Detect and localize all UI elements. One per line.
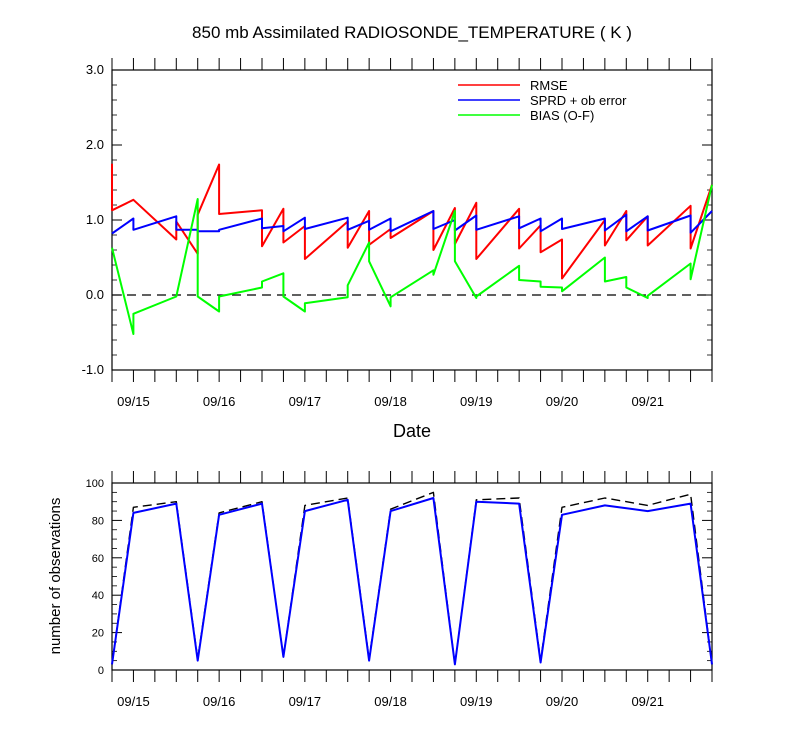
y-tick-label: 40 — [92, 590, 104, 602]
series-line-bias-o-f — [111, 184, 713, 335]
top-plot-area: -1.0 0.0 1.0 2.0 3.0 09/15 09/16 09/17 09/18 09/1… — [82, 58, 713, 409]
x-tick-label: 09/15 — [117, 394, 150, 409]
y-tick-label: -1.0 — [82, 362, 104, 377]
y-axis-label-bottom: number of observations — [47, 498, 64, 655]
x-tick-label: 09/19 — [460, 694, 493, 709]
y-tick-label: 20 — [92, 628, 104, 640]
series-line-sprd-ob-error — [111, 210, 713, 235]
series-line-assimilated-observations — [111, 497, 713, 666]
legend-label: BIAS (O-F) — [530, 108, 594, 123]
x-tick-label: 09/15 — [117, 694, 150, 709]
x-tick-label: 09/18 — [374, 694, 407, 709]
x-tick-label: 09/20 — [546, 394, 579, 409]
bottom-panel: 0 20 40 60 80 100 09/15 09/16 09/17 09/18 09/19 09/… — [47, 471, 713, 709]
x-tick-label: 09/17 — [289, 694, 322, 709]
x-tick-label: 09/16 — [203, 394, 236, 409]
series-line-possible-observations — [111, 491, 713, 666]
plot-frame — [111, 482, 713, 671]
series-line-rmse — [111, 163, 713, 280]
x-axis-label: Date — [393, 421, 431, 441]
x-tick-label: 09/16 — [203, 694, 236, 709]
plot-frame — [111, 69, 713, 371]
y-tick-label: 0 — [98, 665, 104, 677]
x-tick-label: 09/20 — [546, 694, 579, 709]
y-tick-label: 60 — [92, 553, 104, 565]
x-tick-label: 09/21 — [631, 694, 664, 709]
y-tick-label: 1.0 — [86, 212, 104, 227]
x-tick-label: 09/19 — [460, 394, 493, 409]
x-tick-label: 09/18 — [374, 394, 407, 409]
legend-label: SPRD + ob error — [530, 93, 627, 108]
top-panel: 850 mb Assimilated RADIOSONDE_TEMPERATUR… — [82, 23, 713, 441]
x-tick-label: 09/17 — [289, 394, 322, 409]
y-tick-label: 2.0 — [86, 137, 104, 152]
bottom-plot-area: 0 20 40 60 80 100 09/15 09/16 09/17 09/18 09/19 09/… — [86, 471, 713, 709]
y-tick-label: 0.0 — [86, 287, 104, 302]
y-tick-label: 3.0 — [86, 62, 104, 77]
chart-title: 850 mb Assimilated RADIOSONDE_TEMPERATUR… — [192, 23, 632, 42]
y-tick-label: 80 — [92, 515, 104, 527]
legend-label: RMSE — [530, 78, 568, 93]
x-tick-label: 09/21 — [631, 394, 664, 409]
y-tick-label: 100 — [86, 478, 104, 490]
